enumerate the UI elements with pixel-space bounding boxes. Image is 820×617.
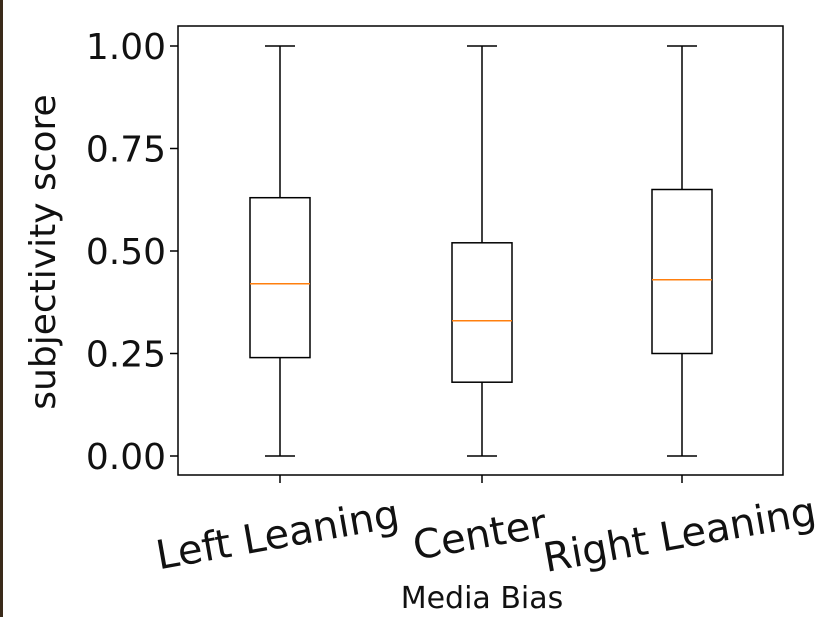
boxes-layer <box>249 45 713 457</box>
box-right-leaning <box>651 45 713 457</box>
x-tick-label: Center <box>409 501 550 570</box>
y-tick-label: 0.25 <box>86 335 166 376</box>
y-axis-title: subjectivity score <box>23 94 64 409</box>
x-tick-label: Left Leaning <box>153 491 403 579</box>
page-left-border <box>0 0 3 617</box>
box-center <box>451 45 513 457</box>
y-tick-label: 1.00 <box>86 27 166 68</box>
x-axis-title: Media Bias <box>401 581 564 616</box>
y-tick-label: 0.75 <box>86 130 166 171</box>
iqr-box <box>651 188 713 355</box>
plot-frame <box>177 25 784 476</box>
x-tick-label: Right Leaning <box>540 489 820 582</box>
y-tick-label: 0.50 <box>86 232 166 273</box>
iqr-box <box>451 242 513 383</box>
y-tick-label: 0.00 <box>86 437 166 478</box>
box-left-leaning <box>249 45 311 457</box>
iqr-box <box>249 196 311 359</box>
y-axis: 0.00 0.25 0.50 0.75 1.00 <box>86 27 178 478</box>
